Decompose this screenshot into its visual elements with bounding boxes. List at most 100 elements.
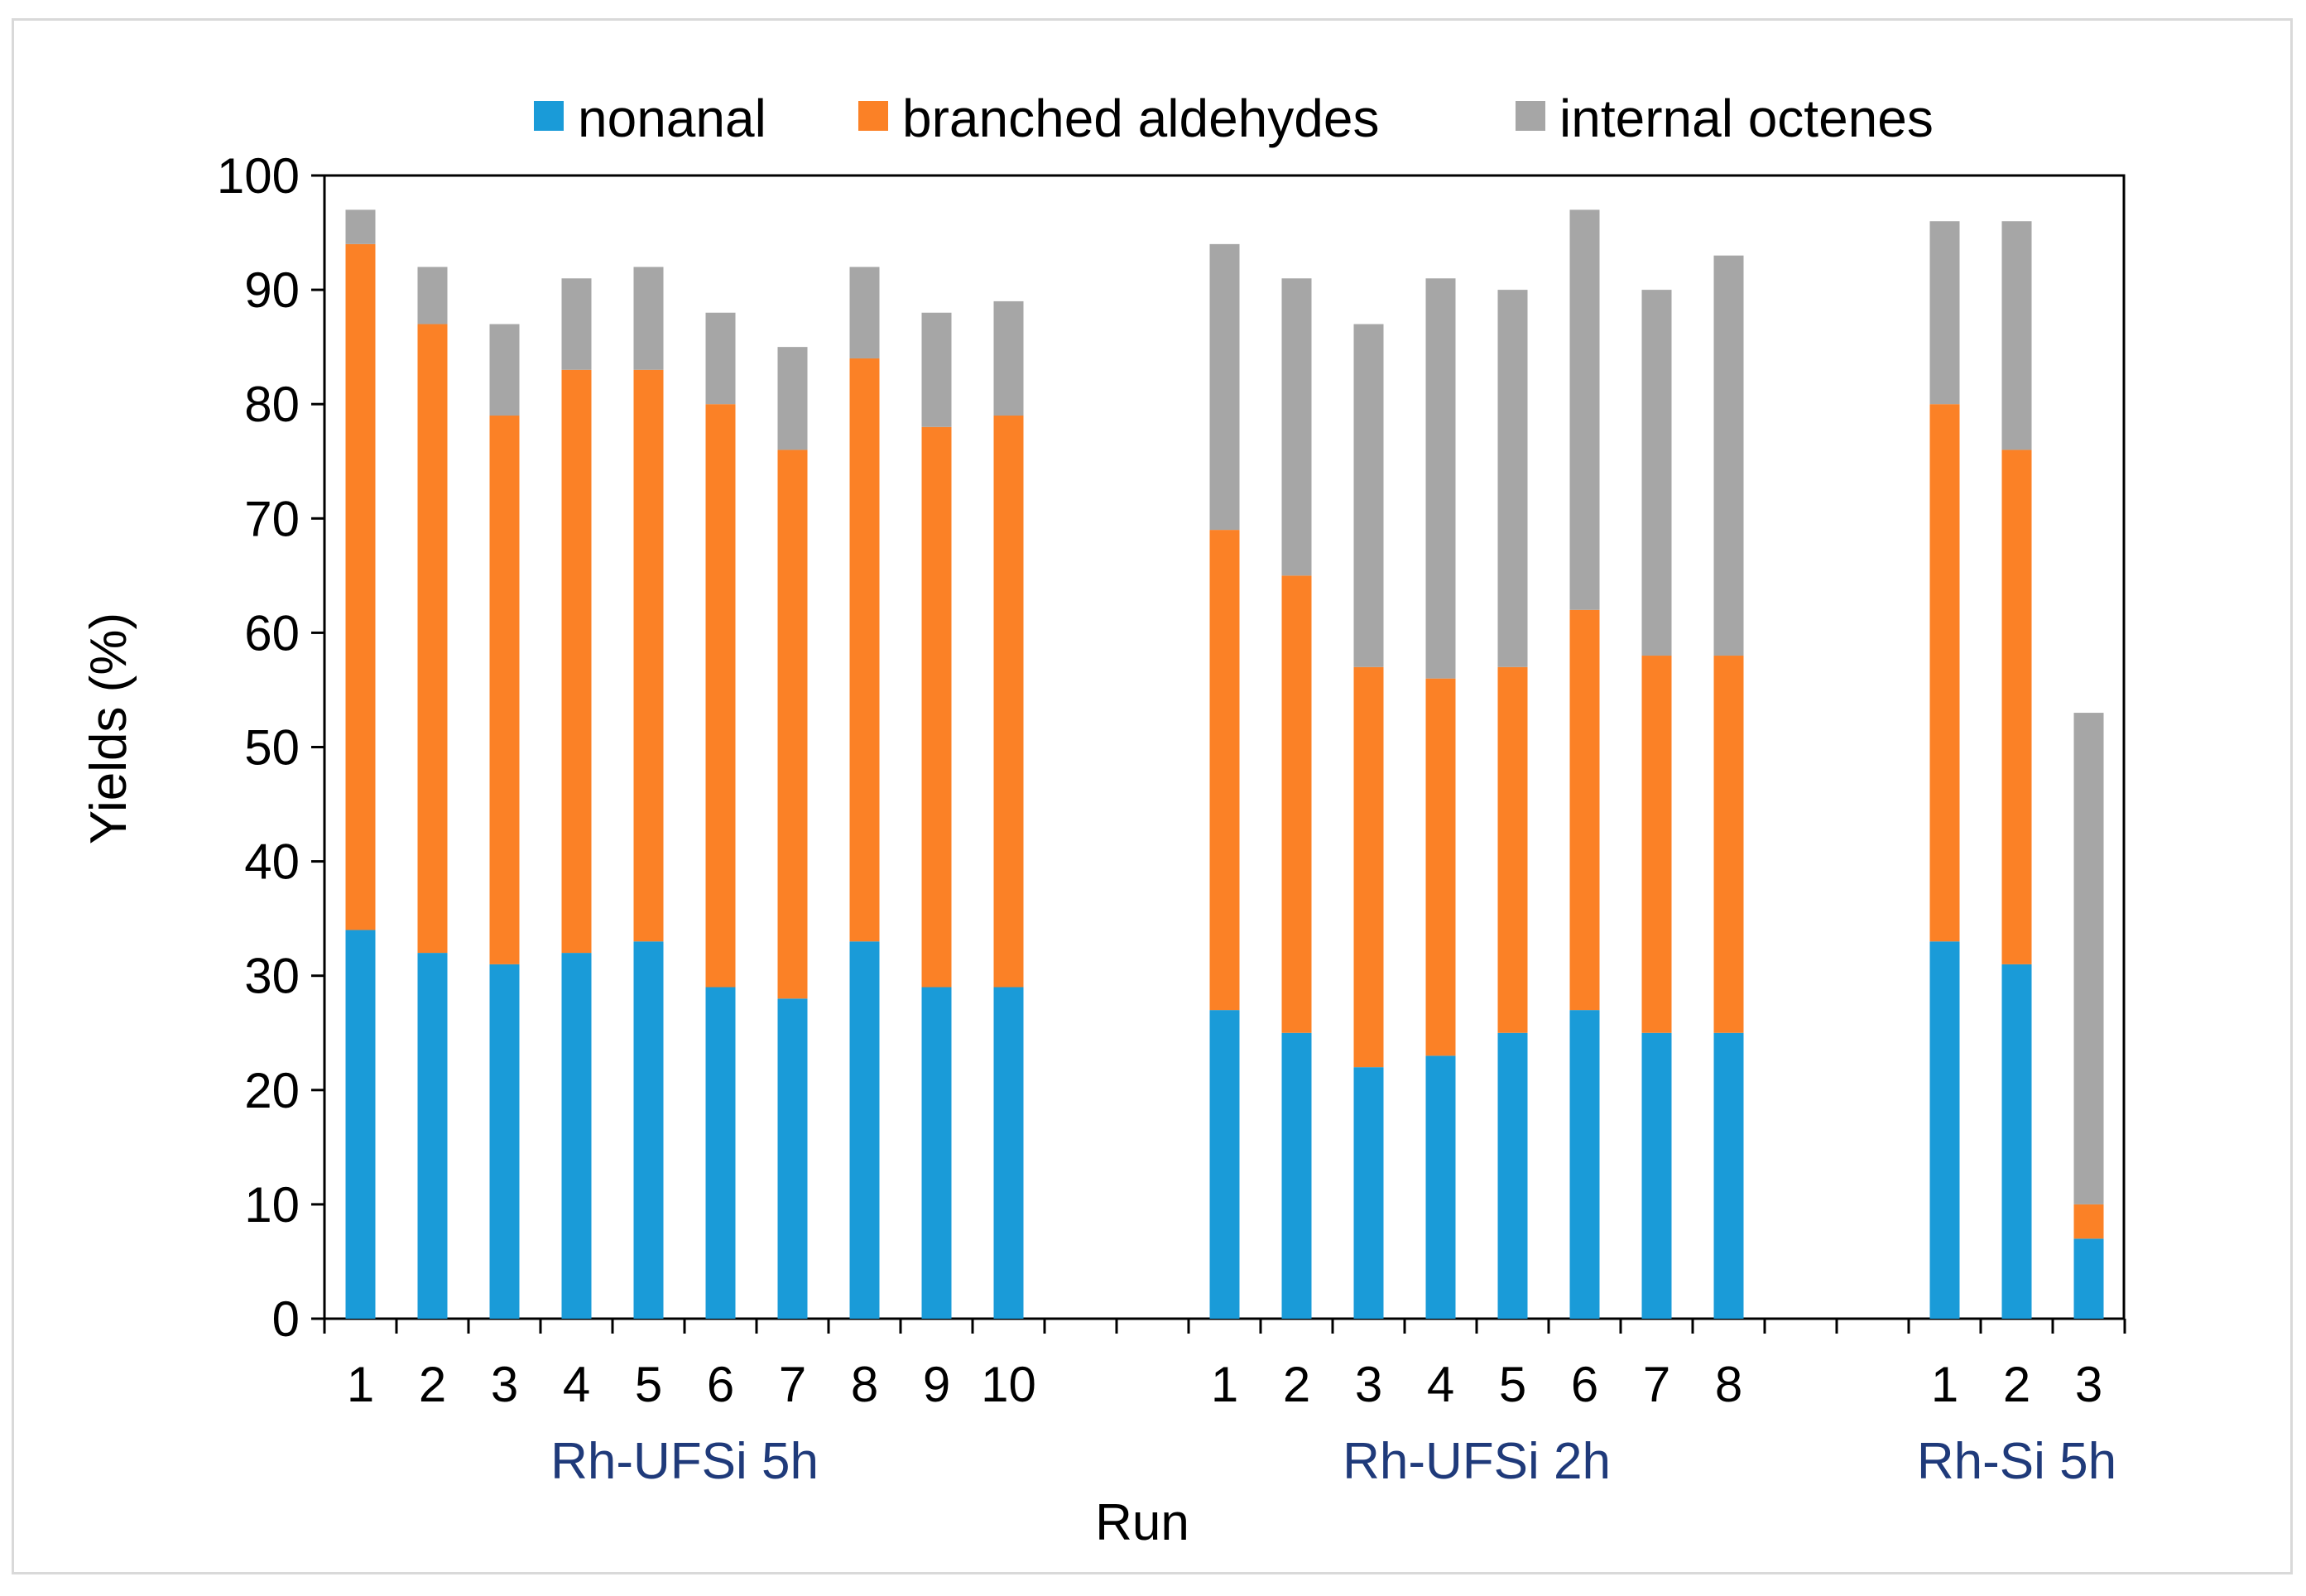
bar-nonanal-Rh-UFSi-5h-run-2 [417,953,448,1319]
x-tick-label: 5 [1499,1357,1526,1412]
legend-label: branched aldehydes [902,89,1379,148]
x-tick-label: 10 [981,1357,1036,1412]
x-tick-label: 7 [1643,1357,1670,1412]
x-tick-label: 6 [1571,1357,1598,1412]
bars [345,209,2104,1319]
bar-nonanal-Rh-UFSi-2h-run-1 [1209,1010,1240,1319]
y-tick-label: 30 [244,949,300,1004]
bar-branched-aldehydes-Rh-UFSi-5h-run-3 [489,416,520,964]
bar-internal-octenes-Rh-UFSi-5h-run-5 [633,267,664,370]
y-tick-label: 60 [244,605,300,661]
bar-nonanal-Rh-Si-5h-run-2 [2001,964,2032,1319]
bar-branched-aldehydes-Rh-Si-5h-run-1 [1929,404,1960,942]
x-tick-label: 5 [635,1357,662,1412]
bar-branched-aldehydes-Rh-UFSi-2h-run-7 [1641,656,1672,1033]
bar-branched-aldehydes-Rh-UFSi-2h-run-1 [1209,530,1240,1011]
bar-branched-aldehydes-Rh-Si-5h-run-2 [2001,449,2032,964]
bar-nonanal-Rh-UFSi-5h-run-4 [561,953,592,1319]
bar-internal-octenes-Rh-UFSi-5h-run-2 [417,267,448,324]
bar-nonanal-Rh-UFSi-5h-run-9 [921,987,952,1319]
bar-branched-aldehydes-Rh-UFSi-2h-run-6 [1569,609,1600,1011]
y-tick-label: 20 [244,1063,300,1118]
bar-internal-octenes-Rh-UFSi-5h-run-4 [561,278,592,370]
bar-nonanal-Rh-UFSi-5h-run-1 [345,930,376,1319]
x-axis-title: Run [1095,1494,1189,1551]
bar-branched-aldehydes-Rh-UFSi-2h-run-3 [1353,666,1384,1068]
bar-branched-aldehydes-Rh-UFSi-5h-run-1 [345,243,376,930]
y-tick-label: 50 [244,720,300,776]
bar-branched-aldehydes-Rh-UFSi-5h-run-4 [561,369,592,954]
bar-branched-aldehydes-Rh-UFSi-5h-run-7 [777,449,808,999]
chart-frame [12,18,2293,1574]
x-tick-label: 3 [491,1357,518,1412]
bar-nonanal-Rh-UFSi-2h-run-7 [1641,1032,1672,1319]
bar-internal-octenes-Rh-UFSi-5h-run-9 [921,312,952,427]
bar-nonanal-Rh-UFSi-5h-run-7 [777,998,808,1319]
bar-internal-octenes-Rh-UFSi-5h-run-6 [705,312,736,405]
x-tick-label: 3 [2075,1357,2102,1412]
bar-branched-aldehydes-Rh-UFSi-5h-run-6 [705,404,736,988]
bar-internal-octenes-Rh-UFSi-5h-run-10 [993,300,1024,416]
bar-internal-octenes-Rh-UFSi-5h-run-3 [489,324,520,416]
bar-internal-octenes-Rh-UFSi-2h-run-2 [1281,278,1312,576]
x-tick-label: 1 [1211,1357,1238,1412]
bar-branched-aldehydes-Rh-UFSi-5h-run-2 [417,324,448,954]
bar-branched-aldehydes-Rh-UFSi-5h-run-5 [633,369,664,942]
bar-nonanal-Rh-UFSi-2h-run-3 [1353,1067,1384,1319]
bar-nonanal-Rh-UFSi-2h-run-6 [1569,1010,1600,1319]
bar-internal-octenes-Rh-UFSi-5h-run-7 [777,347,808,450]
bar-internal-octenes-Rh-UFSi-2h-run-6 [1569,209,1600,610]
bar-branched-aldehydes-Rh-Si-5h-run-3 [2073,1204,2104,1239]
legend-label: internal octenes [1559,89,1934,148]
x-tick-label: 4 [563,1357,590,1412]
x-tick-label: 4 [1427,1357,1454,1412]
bar-branched-aldehydes-Rh-UFSi-5h-run-10 [993,416,1024,988]
legend-label: nonanal [578,89,766,148]
x-tick-label: 9 [923,1357,950,1412]
legend-swatch-nonanal [534,101,564,131]
bar-nonanal-Rh-UFSi-2h-run-5 [1497,1032,1528,1319]
y-tick-label: 80 [244,377,300,432]
bar-nonanal-Rh-Si-5h-run-1 [1929,941,1960,1319]
y-tick-label: 70 [244,491,300,546]
bar-nonanal-Rh-UFSi-5h-run-6 [705,987,736,1319]
x-tick-label: 2 [419,1357,446,1412]
bar-internal-octenes-Rh-UFSi-2h-run-3 [1353,324,1384,667]
bar-internal-octenes-Rh-Si-5h-run-1 [1929,221,1960,405]
legend-swatch-branched-aldehydes [858,101,888,131]
group-label: Rh-Si 5h [1917,1433,2116,1490]
y-tick-label: 90 [244,262,300,318]
y-tick-label: 0 [272,1291,300,1347]
bar-internal-octenes-Rh-UFSi-2h-run-4 [1425,278,1456,679]
y-tick-label: 40 [244,834,300,890]
x-tick-label: 1 [347,1357,374,1412]
bar-internal-octenes-Rh-UFSi-2h-run-5 [1497,290,1528,667]
bar-internal-octenes-Rh-UFSi-2h-run-8 [1713,255,1744,656]
x-tick-label: 7 [779,1357,806,1412]
x-tick-label: 6 [707,1357,734,1412]
x-tick-label: 2 [2003,1357,2030,1412]
x-tick-label: 3 [1355,1357,1382,1412]
bar-nonanal-Rh-UFSi-2h-run-8 [1713,1032,1744,1319]
y-tick-label: 10 [244,1177,300,1233]
bar-internal-octenes-Rh-UFSi-5h-run-8 [849,267,880,358]
bar-branched-aldehydes-Rh-UFSi-5h-run-9 [921,426,952,988]
bar-nonanal-Rh-UFSi-5h-run-8 [849,941,880,1319]
bar-internal-octenes-Rh-UFSi-5h-run-1 [345,209,376,244]
bar-branched-aldehydes-Rh-UFSi-5h-run-8 [849,358,880,942]
bar-internal-octenes-Rh-Si-5h-run-2 [2001,221,2032,450]
bar-internal-octenes-Rh-Si-5h-run-3 [2073,713,2104,1204]
bar-nonanal-Rh-UFSi-5h-run-3 [489,964,520,1319]
group-label: Rh-UFSi 2h [1343,1433,1611,1490]
bar-nonanal-Rh-UFSi-5h-run-10 [993,987,1024,1319]
y-tick-label: 100 [217,148,300,204]
x-tick-label: 2 [1283,1357,1310,1412]
bar-nonanal-Rh-UFSi-2h-run-2 [1281,1032,1312,1319]
x-tick-label: 1 [1931,1357,1958,1412]
bar-branched-aldehydes-Rh-UFSi-2h-run-2 [1281,575,1312,1033]
x-tick-label: 8 [1715,1357,1742,1412]
bar-branched-aldehydes-Rh-UFSi-2h-run-8 [1713,656,1744,1033]
y-axis-title: Yields (%) [80,613,137,844]
